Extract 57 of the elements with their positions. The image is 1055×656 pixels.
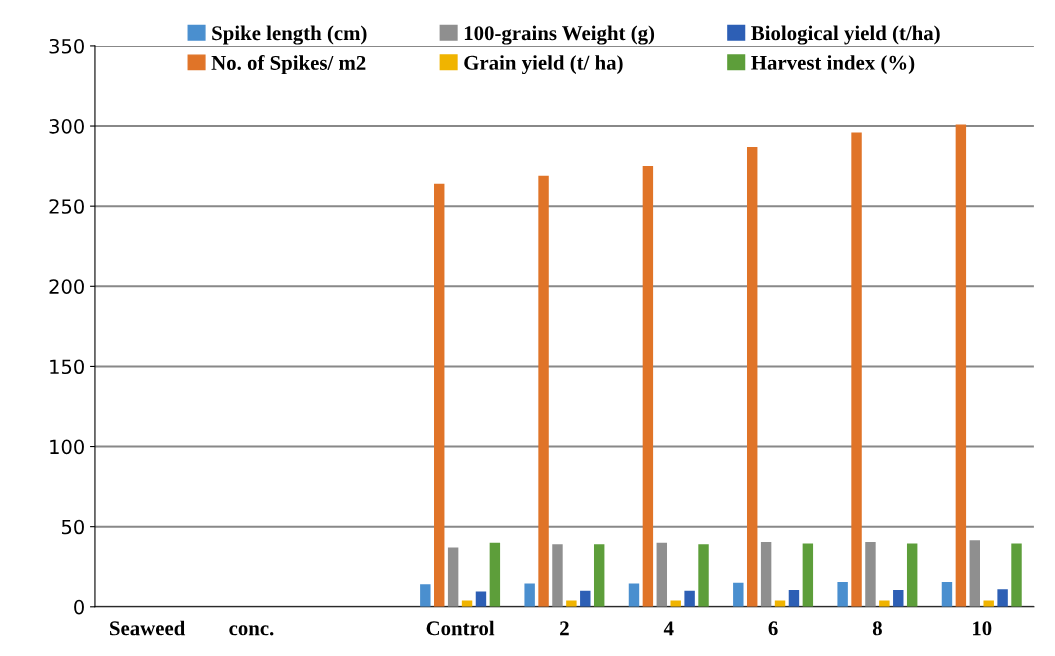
legend-label: No. of Spikes/ m2 (211, 55, 366, 75)
bar (580, 590, 591, 607)
bar (670, 600, 681, 607)
bar (747, 146, 758, 607)
y-tick-label: 50 (61, 519, 84, 535)
y-tick-label: 350 (49, 38, 84, 54)
x-tick-label: Seaweed (110, 620, 186, 636)
bar (684, 590, 695, 607)
bar (906, 543, 918, 607)
bar (879, 600, 890, 607)
x-tick-label: 10 (972, 621, 992, 636)
bar (851, 132, 862, 607)
bar (837, 581, 848, 607)
x-tick-label: 4 (663, 621, 674, 636)
bar (969, 540, 980, 607)
bar (447, 547, 459, 607)
bar (774, 600, 786, 607)
bar (628, 583, 640, 607)
bar (997, 589, 1008, 607)
bar (566, 600, 577, 607)
bar (642, 166, 654, 607)
bar (941, 581, 953, 607)
bar (1011, 543, 1022, 607)
y-tick-label: 200 (49, 279, 84, 294)
bar (983, 600, 994, 607)
bar (420, 584, 431, 607)
legend-label: Biological yield (t/ha) (751, 25, 940, 45)
bar (656, 542, 668, 607)
bar (733, 582, 744, 607)
bar (552, 544, 563, 607)
bar (698, 544, 709, 607)
bar (802, 543, 814, 607)
bar (593, 544, 605, 607)
bar (893, 589, 904, 607)
bar (461, 600, 473, 607)
y-tick-label: 100 (50, 439, 84, 455)
bar (955, 124, 967, 607)
bar (760, 541, 772, 607)
x-tick-label: 2 (560, 621, 569, 636)
legend-label: Harvest index (%) (751, 55, 915, 75)
bar (489, 542, 501, 607)
y-tick-label: 250 (49, 199, 84, 214)
y-tick-label: 150 (50, 359, 84, 375)
x-tick-label: 6 (768, 621, 778, 636)
x-tick-label: Control (426, 620, 495, 636)
bar (865, 541, 876, 607)
bar (538, 175, 549, 607)
y-tick-label: 300 (49, 119, 84, 134)
legend-label: Grain yield (t/ ha) (464, 55, 623, 75)
bar (434, 183, 445, 607)
bar (788, 589, 800, 607)
legend-label: Spike length (cm) (212, 25, 367, 45)
y-tick-label: 0 (74, 599, 84, 615)
x-tick-label: conc. (229, 625, 274, 636)
bar (524, 583, 535, 607)
legend-label: 100-grains Weight (g) (464, 25, 655, 45)
x-tick-label: 8 (872, 621, 882, 636)
